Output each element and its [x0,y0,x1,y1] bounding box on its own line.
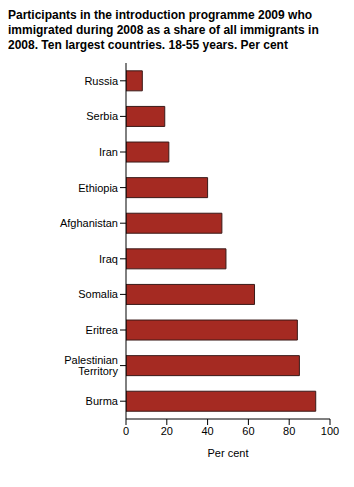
svg-text:Iran: Iran [99,146,118,158]
svg-text:Burma: Burma [86,395,119,407]
svg-text:100: 100 [321,425,339,437]
svg-text:Russia: Russia [84,75,119,87]
svg-text:Iraq: Iraq [99,253,118,265]
svg-text:0: 0 [123,425,129,437]
svg-text:40: 40 [201,425,213,437]
svg-text:80: 80 [283,425,295,437]
svg-text:Somalia: Somalia [78,288,119,300]
svg-text:Eritrea: Eritrea [86,324,119,336]
svg-text:Afghanistan: Afghanistan [60,217,118,229]
svg-text:Serbia: Serbia [86,110,119,122]
svg-text:60: 60 [242,425,254,437]
svg-text:20: 20 [161,425,173,437]
html-text:Participants in the introducti: Participants in the introduction program… [8,8,319,52]
svg-text:Per cent: Per cent [208,447,249,459]
svg-text:PalestinianTerritory: PalestinianTerritory [64,354,118,377]
svg-text:Ethiopia: Ethiopia [78,182,119,194]
